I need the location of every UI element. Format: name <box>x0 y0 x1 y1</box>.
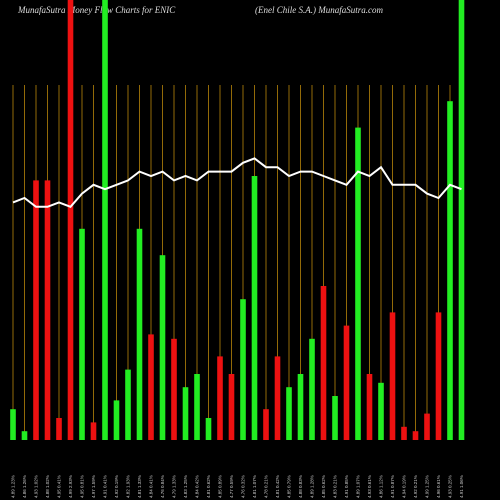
bar <box>21 431 28 440</box>
x-tick-label: 4.83 1.25% <box>183 475 188 498</box>
bar <box>320 286 327 440</box>
bar <box>79 228 85 440</box>
x-tick-label: 4.95 0.81% <box>80 475 85 498</box>
x-tick-label: 4.81 1.33% <box>137 475 142 498</box>
bar <box>159 255 166 440</box>
bar <box>378 382 384 440</box>
x-tick-label: 4.93 0.61% <box>367 475 372 498</box>
x-tick-label: 4.79 1.33% <box>172 475 177 498</box>
x-tick-label: 4.86 1.12% <box>379 475 384 498</box>
bar <box>435 312 442 440</box>
bar <box>309 338 315 440</box>
bar <box>401 426 407 440</box>
chart-subtitle: (Enel Chile S.A.) MunafaSutra.com <box>255 5 383 15</box>
bar <box>366 374 373 440</box>
bar <box>228 374 235 440</box>
x-tick-label: 4.89 1.07% <box>356 475 361 498</box>
bar <box>297 374 304 440</box>
bar <box>148 334 154 440</box>
bar <box>182 387 189 440</box>
x-tick-label: 4.84 0.41% <box>149 475 154 498</box>
x-tick-label: 4.92 0.21% <box>413 475 418 498</box>
bar <box>136 228 143 440</box>
x-tick-label: 4.85 0.62% <box>321 475 326 498</box>
x-tick-label: 4.95 0.41% <box>57 475 62 498</box>
bar <box>286 387 292 440</box>
x-tick-label: 4.97 1.59% <box>91 475 96 498</box>
x-tick-label: 4.81 0.42% <box>275 475 280 498</box>
bar <box>343 325 350 440</box>
x-tick-label: 4.93 0.25% <box>448 475 453 498</box>
bar <box>251 176 258 440</box>
x-tick-label: 4.81 1.07% <box>252 475 257 498</box>
bar <box>263 409 269 440</box>
x-tick-label: 4.84 0.42% <box>195 475 200 498</box>
bar <box>355 127 361 440</box>
bar <box>424 413 430 440</box>
x-tick-label: 4.94 0.19% <box>402 475 407 498</box>
x-tick-label: 4.91 1.06% <box>459 475 464 498</box>
x-tick-label: 4.99 1.25% <box>425 475 430 498</box>
bar <box>389 312 396 440</box>
x-tick-label: 4.85 0.89% <box>218 475 223 498</box>
x-tick-label: 4.85 0.79% <box>287 475 292 498</box>
bar <box>412 431 419 440</box>
bar <box>90 422 97 440</box>
x-tick-label: 4.86 1.26% <box>22 475 27 498</box>
bar <box>44 180 51 440</box>
bar <box>113 400 120 440</box>
x-tick-label: 4.91 0.85% <box>344 475 349 498</box>
price-line <box>12 157 462 208</box>
bar <box>67 0 74 440</box>
bar <box>33 180 39 440</box>
x-tick-label: 4.88 1.02% <box>45 475 50 498</box>
x-tick-label: 4.91 0.41% <box>103 475 108 498</box>
bar <box>274 356 281 440</box>
bar <box>240 299 246 440</box>
bar <box>102 0 108 440</box>
x-tick-label: 4.83 0.21% <box>333 475 338 498</box>
bar <box>56 418 62 440</box>
bar <box>194 374 200 440</box>
x-tick-label: 4.77 0.59% <box>229 475 234 498</box>
x-tick-label: 4.91 0.87% <box>390 475 395 498</box>
bar <box>447 101 453 440</box>
x-tick-label: 4.89 1.23% <box>11 475 16 498</box>
x-tick-label: 4.81 0.62% <box>206 475 211 498</box>
bar <box>171 338 177 440</box>
bar <box>332 396 338 440</box>
x-tick-label: 4.76 0.32% <box>241 475 246 498</box>
x-tick-label: 4.78 0.21% <box>264 475 269 498</box>
x-tick-label: 4.89 1.28% <box>310 475 315 498</box>
x-tick-label: 4.99 2.93% <box>68 475 73 498</box>
bar <box>217 356 223 440</box>
x-tick-label: 4.92 0.19% <box>114 475 119 498</box>
x-tick-label: 4.96 0.61% <box>436 475 441 498</box>
bar <box>458 0 465 440</box>
x-tick-label: 4.76 0.84% <box>160 475 165 498</box>
chart-title: MunafaSutra Money Flow Charts for ENIC <box>17 5 176 15</box>
bar <box>125 369 131 440</box>
x-tick-label: 4.88 0.83% <box>298 475 303 498</box>
bar <box>10 409 16 440</box>
x-tick-label: 4.82 1.93% <box>126 475 131 498</box>
bar <box>205 418 212 440</box>
x-tick-label: 4.93 1.02% <box>34 475 39 498</box>
